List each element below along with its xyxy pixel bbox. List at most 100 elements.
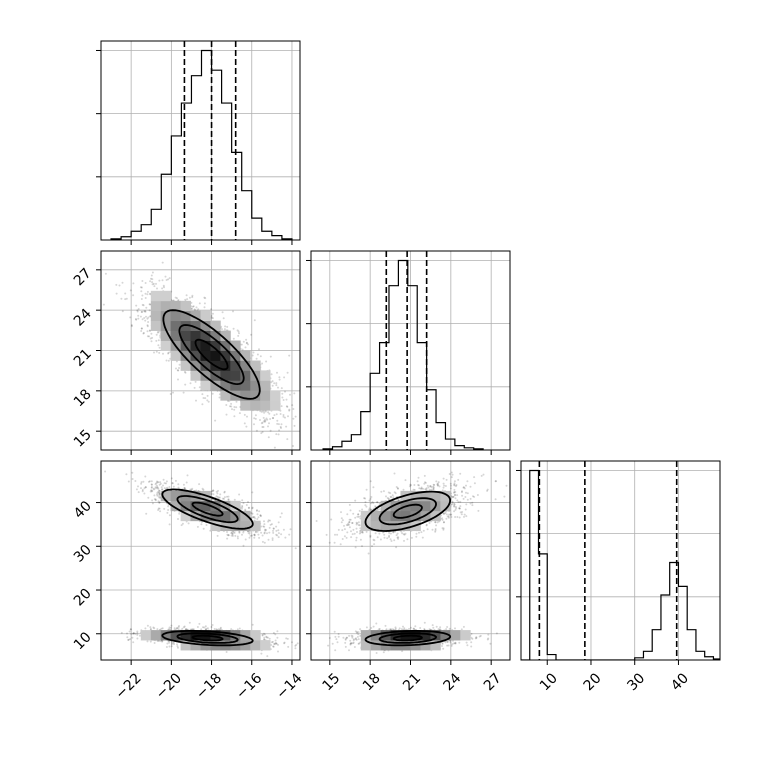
- sample-point: [125, 473, 128, 476]
- sample-point: [278, 376, 281, 379]
- sample-point: [251, 623, 254, 626]
- sample-point: [238, 332, 240, 335]
- sample-point: [223, 490, 226, 493]
- density-cell: [220, 340, 231, 351]
- sample-point: [191, 296, 194, 299]
- sample-point: [227, 498, 230, 501]
- sample-point: [275, 533, 278, 536]
- sample-point: [104, 470, 107, 473]
- sample-point: [185, 481, 188, 484]
- sample-point: [254, 414, 257, 417]
- sample-point: [148, 480, 151, 483]
- sample-point: [247, 507, 250, 509]
- density-cell: [160, 340, 172, 351]
- sample-point: [221, 311, 224, 314]
- sample-point: [183, 487, 186, 490]
- sample-point: [149, 280, 152, 283]
- sample-point: [193, 308, 196, 311]
- sample-point: [275, 382, 278, 385]
- sample-point: [198, 302, 201, 305]
- sample-point: [241, 506, 244, 509]
- sample-point: [282, 399, 285, 401]
- sample-point: [271, 417, 274, 420]
- sample-point: [276, 534, 279, 537]
- sample-point: [266, 636, 269, 639]
- sample-point: [216, 495, 219, 498]
- sample-point: [281, 396, 284, 399]
- sample-point: [144, 282, 147, 284]
- sample-point: [216, 534, 219, 537]
- sample-point: [259, 410, 262, 413]
- sample-point: [135, 318, 138, 321]
- sample-point: [274, 639, 277, 642]
- sample-point: [144, 475, 147, 478]
- sample-point: [258, 348, 260, 351]
- sample-point: [245, 341, 248, 344]
- sample-point: [175, 627, 178, 630]
- contour-line: [162, 309, 261, 400]
- density-cell: [150, 290, 162, 302]
- density-cell: [230, 340, 241, 351]
- density-cell: [230, 380, 241, 391]
- sample-point: [158, 279, 161, 282]
- sample-point: [280, 387, 283, 390]
- density-cell: [250, 390, 261, 401]
- sample-point: [136, 309, 139, 312]
- density-cell: [210, 330, 221, 341]
- sample-point: [211, 312, 214, 315]
- sample-point: [150, 486, 153, 488]
- sample-point: [150, 340, 153, 343]
- sample-point: [226, 537, 229, 540]
- sample-point: [158, 507, 161, 510]
- sample-point: [263, 532, 266, 535]
- sample-point: [275, 433, 278, 436]
- sample-point: [218, 396, 221, 399]
- sample-point: [265, 528, 268, 531]
- sample-point: [260, 531, 263, 534]
- panel-1-1: [306, 250, 511, 455]
- density-cell: [200, 360, 211, 371]
- sample-point: [267, 538, 270, 541]
- sample-point: [173, 627, 176, 630]
- density-cell: [200, 330, 211, 341]
- sample-point: [152, 487, 155, 490]
- sample-point: [267, 425, 269, 428]
- density-cell: [200, 320, 211, 331]
- sample-point: [210, 626, 213, 628]
- sample-point: [253, 533, 256, 536]
- sample-point: [132, 632, 134, 635]
- sample-point: [167, 359, 170, 362]
- density-cell: [220, 370, 231, 381]
- sample-point: [161, 279, 164, 282]
- sample-point: [184, 371, 187, 374]
- sample-point: [212, 489, 215, 492]
- sample-point: [121, 281, 124, 284]
- density-cell: [190, 360, 201, 371]
- sample-point: [146, 624, 149, 627]
- sample-point: [254, 517, 256, 520]
- sample-point: [238, 412, 241, 415]
- sample-point: [230, 531, 233, 534]
- sample-point: [142, 480, 145, 483]
- sample-point: [237, 330, 240, 333]
- sample-point: [211, 392, 214, 395]
- density-cell: [180, 310, 191, 322]
- density-cell: [190, 310, 201, 322]
- sample-point: [177, 378, 179, 381]
- sample-point: [242, 531, 245, 534]
- sample-point: [140, 327, 143, 330]
- sample-point: [165, 279, 168, 281]
- sample-point: [210, 492, 213, 495]
- sample-point: [162, 478, 165, 481]
- sample-point: [233, 406, 236, 408]
- sample-point: [151, 502, 154, 505]
- density-cell: [210, 320, 221, 331]
- density-cell: [210, 350, 221, 361]
- sample-point: [212, 493, 215, 496]
- sample-point: [146, 317, 149, 320]
- axes-frame: [100, 40, 301, 241]
- sample-point: [261, 421, 264, 424]
- sample-point: [147, 480, 150, 483]
- sample-point: [292, 408, 295, 410]
- sample-point: [277, 433, 280, 436]
